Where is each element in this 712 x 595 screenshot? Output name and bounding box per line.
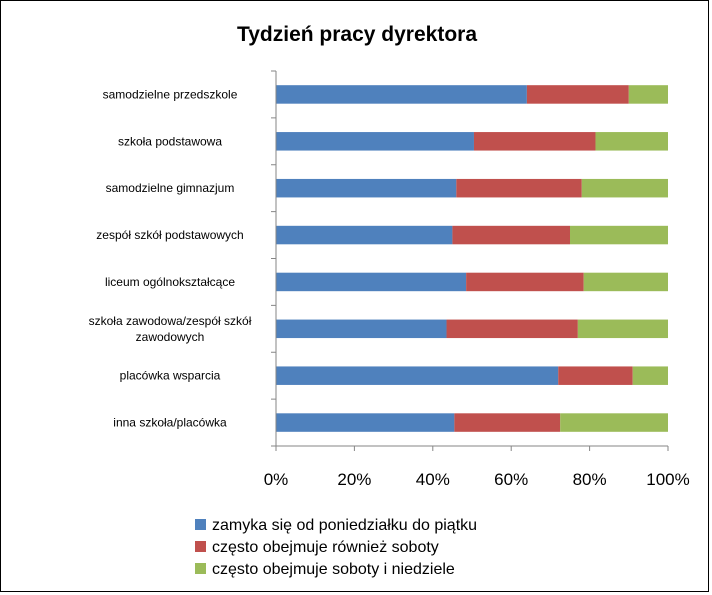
category-label: inna szkoła/placówka	[113, 416, 227, 430]
bar-segment	[276, 366, 559, 385]
x-tick-label: 80%	[573, 470, 607, 489]
bar-segment	[454, 413, 561, 432]
bar-segment	[276, 178, 457, 198]
bar-segment	[446, 319, 578, 339]
category-label: zespół szkół podstawowych	[96, 228, 243, 242]
category-label: samodzielne gimnazjum	[106, 181, 235, 195]
bar-segment	[558, 366, 633, 385]
bar-segment	[276, 85, 527, 104]
legend-swatch	[195, 519, 206, 530]
bar-segment	[581, 178, 668, 198]
x-tick-label: 60%	[494, 470, 528, 489]
bar-segment	[577, 319, 668, 339]
bar-segment	[276, 413, 455, 432]
bar-segment	[473, 132, 596, 151]
bar-segment	[466, 272, 584, 292]
bar-segment	[595, 132, 668, 151]
legend-swatch	[195, 541, 206, 552]
bar-segment	[276, 225, 453, 245]
category-label: szkoła podstawowa	[118, 134, 222, 148]
bar-segment	[276, 319, 447, 339]
category-label: szkoła zawodowa/zespół szkół zawodowych	[89, 314, 252, 344]
x-tick-label: 0%	[264, 470, 289, 489]
legend-label: zamyka się od poniedziałku do piątku	[212, 517, 477, 534]
x-tick-label: 40%	[416, 470, 450, 489]
category-label: placówka wsparcia	[120, 369, 221, 383]
bar-segment	[632, 366, 668, 385]
bar-segment	[276, 132, 474, 151]
x-tick-label: 20%	[337, 470, 371, 489]
bar-segment	[456, 178, 582, 198]
bar-segment	[452, 225, 570, 245]
legend-label: często obejmuje soboty i niedziele	[212, 561, 455, 578]
bar-segment	[276, 272, 467, 292]
x-tick-label: 100%	[646, 470, 689, 489]
legend-label: często obejmuje również soboty	[212, 539, 439, 556]
bar-segment	[570, 225, 668, 245]
category-label: samodzielne przedszkole	[103, 87, 238, 101]
bar-segment	[583, 272, 668, 292]
category-label: liceum ogólnokształcące	[105, 275, 235, 289]
bar-segment	[526, 85, 629, 104]
chart-title: Tydzień pracy dyrektora	[237, 23, 477, 46]
bar-segment	[628, 85, 668, 104]
legend-swatch	[195, 563, 206, 574]
bar-segment	[560, 413, 668, 432]
